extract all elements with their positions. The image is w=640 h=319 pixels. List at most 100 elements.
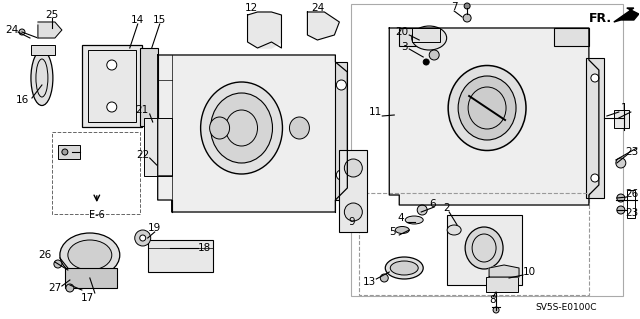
Polygon shape: [157, 55, 348, 212]
Polygon shape: [389, 28, 599, 205]
Circle shape: [423, 59, 429, 65]
Ellipse shape: [60, 233, 120, 277]
Circle shape: [616, 158, 626, 168]
Bar: [144, 118, 172, 176]
Ellipse shape: [396, 226, 409, 234]
Text: 11: 11: [369, 107, 382, 117]
Text: 23: 23: [625, 147, 639, 157]
Circle shape: [107, 60, 116, 70]
Text: 17: 17: [81, 293, 95, 303]
Ellipse shape: [412, 26, 447, 50]
Circle shape: [344, 203, 362, 221]
Bar: [52, 132, 140, 214]
Circle shape: [380, 274, 388, 282]
Bar: [399, 28, 429, 46]
Circle shape: [107, 102, 116, 112]
Ellipse shape: [465, 227, 503, 269]
Text: 8: 8: [489, 295, 495, 305]
Ellipse shape: [68, 240, 112, 270]
Bar: [486, 277, 518, 292]
Ellipse shape: [405, 216, 423, 224]
Text: FR.: FR.: [589, 12, 612, 26]
Ellipse shape: [210, 117, 230, 139]
Text: 24: 24: [311, 3, 324, 13]
Ellipse shape: [458, 76, 516, 140]
Bar: [359, 193, 589, 295]
Ellipse shape: [390, 261, 418, 275]
Ellipse shape: [31, 50, 53, 106]
Circle shape: [155, 160, 171, 176]
Text: 2: 2: [443, 203, 449, 213]
Bar: [339, 150, 367, 232]
Circle shape: [617, 194, 625, 202]
Text: 7: 7: [451, 2, 458, 12]
Polygon shape: [307, 12, 339, 40]
Bar: [31, 45, 55, 55]
Text: 3: 3: [401, 42, 408, 52]
Text: 14: 14: [131, 15, 145, 25]
Text: 24: 24: [5, 25, 19, 35]
Text: 16: 16: [15, 95, 29, 105]
Text: 22: 22: [136, 150, 149, 160]
Ellipse shape: [385, 257, 423, 279]
Text: 9: 9: [348, 217, 355, 227]
Bar: [148, 240, 212, 272]
Text: 18: 18: [198, 243, 211, 253]
Bar: [627, 190, 635, 218]
Text: 10: 10: [522, 267, 536, 277]
Circle shape: [464, 3, 470, 9]
Bar: [447, 215, 522, 285]
Circle shape: [591, 174, 599, 182]
Ellipse shape: [447, 225, 461, 235]
Bar: [586, 58, 604, 198]
Text: 26: 26: [38, 250, 52, 260]
Text: 20: 20: [396, 27, 409, 37]
Polygon shape: [489, 265, 519, 277]
Ellipse shape: [200, 82, 282, 174]
Bar: [412, 28, 440, 42]
Text: 15: 15: [153, 15, 166, 25]
Polygon shape: [248, 12, 282, 48]
Circle shape: [62, 149, 68, 155]
Bar: [88, 50, 136, 122]
Circle shape: [463, 14, 471, 22]
Bar: [335, 62, 348, 200]
Circle shape: [19, 29, 25, 35]
Text: 27: 27: [48, 283, 61, 293]
Circle shape: [337, 80, 346, 90]
Circle shape: [160, 165, 166, 171]
Circle shape: [66, 284, 74, 292]
Circle shape: [135, 230, 150, 246]
Polygon shape: [614, 8, 639, 22]
Text: 19: 19: [148, 223, 161, 233]
Bar: [65, 268, 116, 288]
Text: 23: 23: [625, 208, 639, 218]
Text: 12: 12: [245, 3, 258, 13]
Ellipse shape: [289, 117, 309, 139]
Circle shape: [344, 159, 362, 177]
Bar: [554, 28, 589, 46]
Text: 6: 6: [429, 199, 435, 209]
Bar: [140, 48, 157, 126]
Text: 13: 13: [363, 277, 376, 287]
Polygon shape: [38, 22, 62, 38]
Circle shape: [54, 260, 62, 268]
Ellipse shape: [211, 93, 273, 163]
Circle shape: [493, 307, 499, 313]
Bar: [351, 4, 623, 296]
Text: 21: 21: [135, 105, 148, 115]
Bar: [82, 45, 141, 127]
Text: 25: 25: [45, 10, 58, 20]
Bar: [614, 110, 629, 128]
Text: 4: 4: [398, 213, 404, 223]
Bar: [58, 145, 80, 159]
Text: 26: 26: [625, 189, 639, 199]
Circle shape: [417, 205, 427, 215]
Ellipse shape: [448, 65, 526, 151]
Text: 5: 5: [389, 227, 396, 237]
Circle shape: [617, 206, 625, 214]
Circle shape: [591, 74, 599, 82]
Circle shape: [140, 235, 146, 241]
Text: E-6: E-6: [89, 210, 105, 220]
Text: SV5S-E0100C: SV5S-E0100C: [535, 303, 596, 313]
